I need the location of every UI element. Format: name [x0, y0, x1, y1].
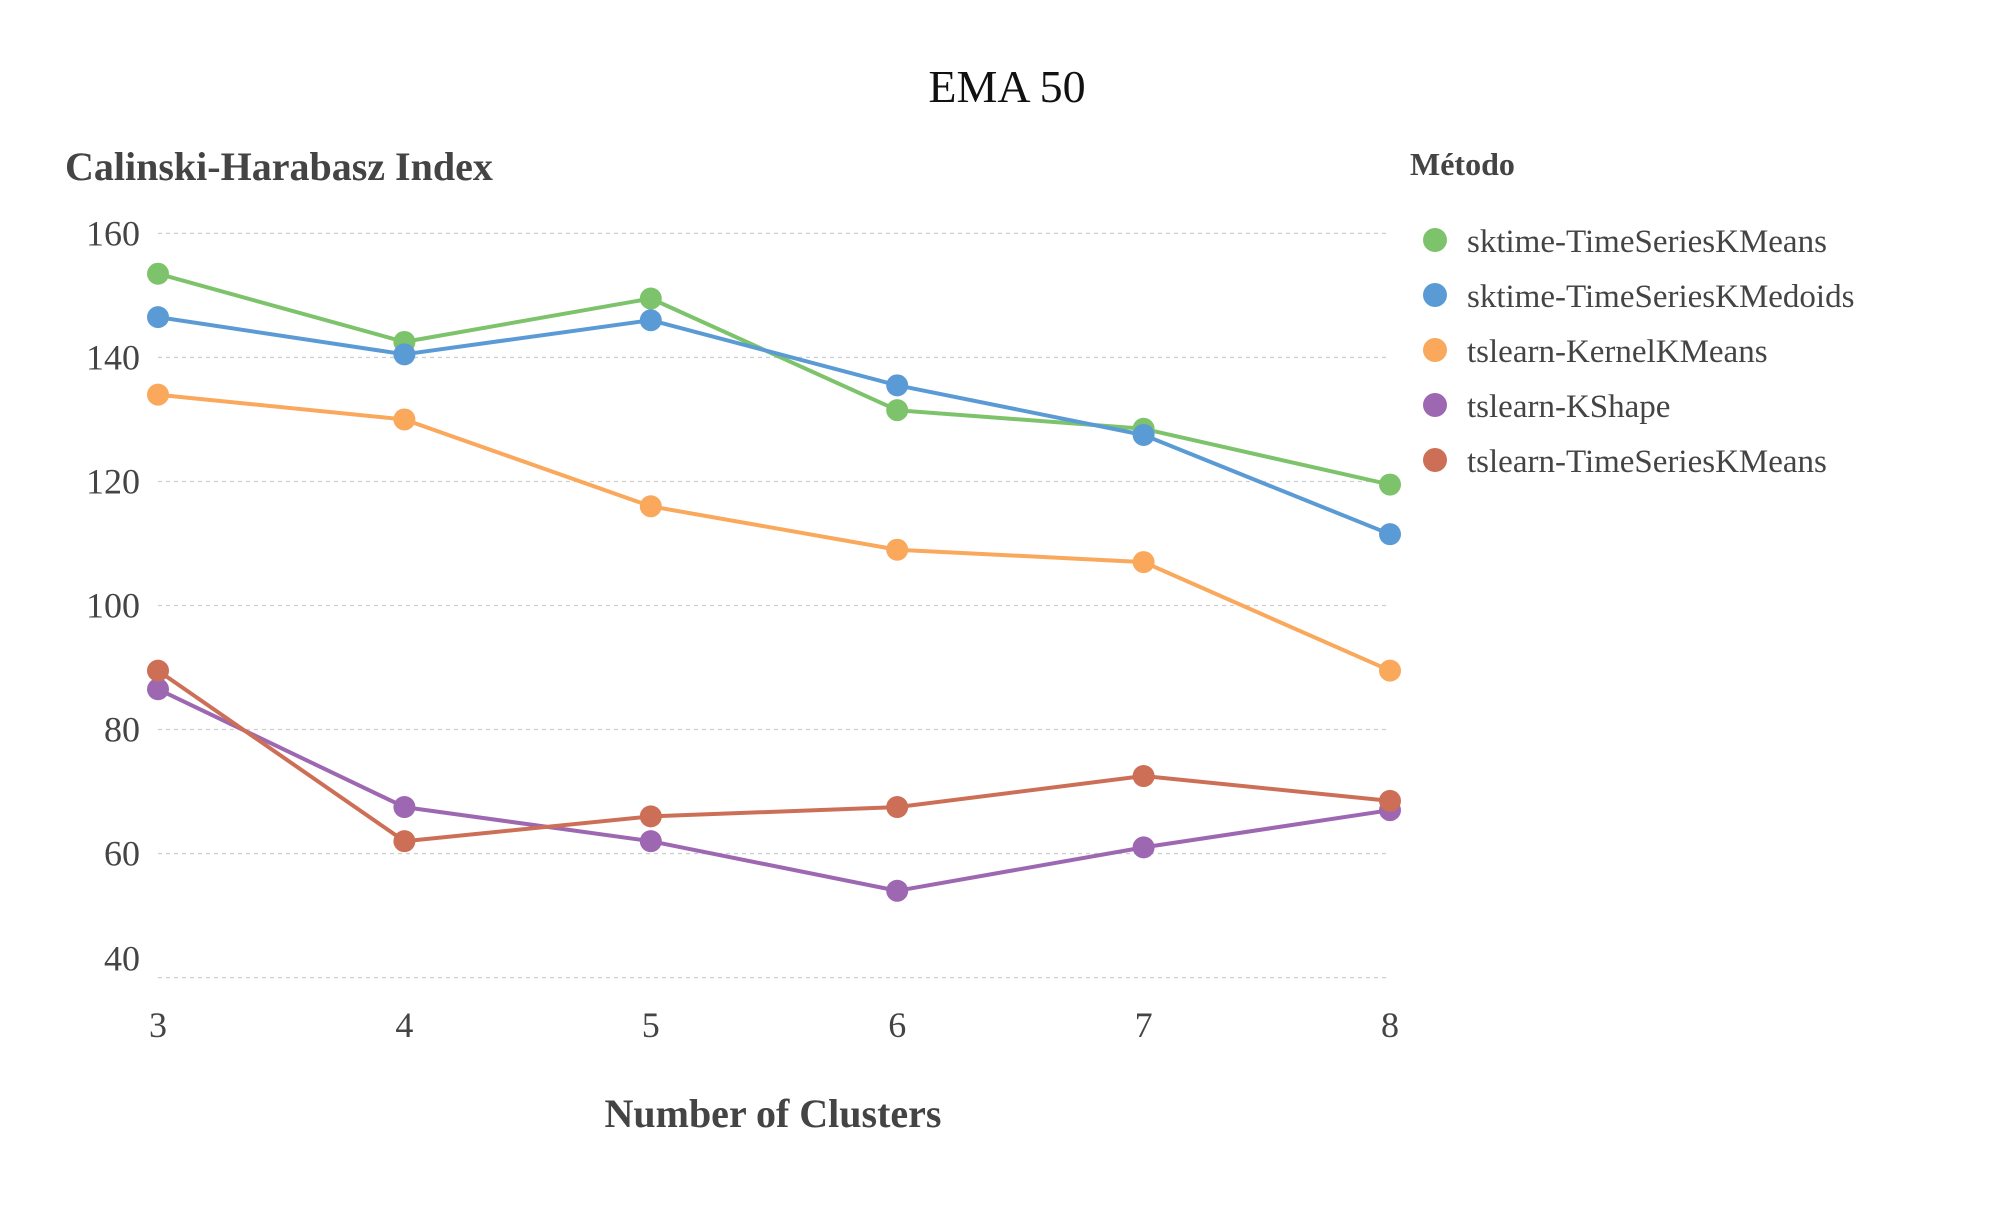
- y-tick-label: 60: [104, 834, 140, 874]
- data-point[interactable]: [1132, 836, 1155, 859]
- data-point[interactable]: [886, 879, 909, 902]
- data-point[interactable]: [639, 287, 662, 310]
- series-lines: [147, 262, 1401, 902]
- legend[interactable]: sktime-TimeSeriesKMeans sktime-TimeSeries…: [1423, 224, 1854, 480]
- data-point[interactable]: [886, 399, 909, 422]
- data-point[interactable]: [393, 343, 416, 366]
- legend-item[interactable]: tslearn-TimeSeriesKMeans: [1423, 444, 1827, 480]
- x-tick-label: 3: [149, 1005, 167, 1045]
- legend-label: tslearn-TimeSeriesKMeans: [1467, 444, 1827, 480]
- x-tick-label: 6: [888, 1005, 906, 1045]
- series-tslearn-KShape: [147, 678, 1401, 902]
- data-point[interactable]: [1379, 659, 1401, 682]
- data-point[interactable]: [147, 659, 169, 682]
- x-tick-label: 5: [642, 1005, 660, 1045]
- series-line: [156, 315, 1392, 537]
- y-tick-label: 100: [86, 586, 140, 626]
- y-tick-label: 80: [104, 710, 140, 750]
- y-tick-label: 140: [86, 337, 140, 377]
- x-axis-title: Number of Clusters: [604, 1091, 941, 1136]
- data-point[interactable]: [639, 309, 662, 332]
- series-tslearn-KernelKMeans: [147, 383, 1401, 682]
- legend-item[interactable]: tslearn-KShape: [1423, 389, 1670, 425]
- y-tick-label: 120: [86, 461, 140, 501]
- legend-item[interactable]: tslearn-KernelKMeans: [1423, 334, 1768, 370]
- x-tick-label: 7: [1135, 1005, 1153, 1045]
- data-point[interactable]: [639, 830, 662, 853]
- legend-marker: [1423, 448, 1447, 472]
- series-tslearn-TimeSeriesKMeans: [147, 659, 1401, 853]
- series-line: [156, 271, 1392, 487]
- legend-marker: [1423, 393, 1447, 417]
- legend-label: tslearn-KernelKMeans: [1467, 334, 1768, 370]
- data-point[interactable]: [393, 830, 416, 853]
- series-line: [156, 392, 1392, 673]
- data-point[interactable]: [1379, 523, 1401, 546]
- legend-label: sktime-TimeSeriesKMedoids: [1467, 279, 1854, 315]
- grid: [158, 232, 1390, 979]
- series-sktime-TimeSeriesKMeans: [147, 262, 1401, 496]
- data-point[interactable]: [886, 796, 909, 819]
- legend-item[interactable]: sktime-TimeSeriesKMeans: [1423, 224, 1827, 260]
- x-tick-label: 4: [395, 1005, 413, 1045]
- legend-title: Método: [1410, 146, 1515, 182]
- series-line: [156, 668, 1392, 844]
- data-point[interactable]: [1132, 423, 1155, 446]
- data-point[interactable]: [1379, 473, 1401, 496]
- data-point[interactable]: [639, 805, 662, 828]
- y-tick-label: 160: [86, 213, 140, 253]
- y-tick-label: 40: [104, 939, 140, 979]
- data-point[interactable]: [639, 495, 662, 518]
- data-point[interactable]: [147, 678, 169, 701]
- data-point[interactable]: [886, 374, 909, 397]
- data-point[interactable]: [886, 538, 909, 561]
- x-axis-ticks: 3 4 5 6 7 8: [149, 1005, 1399, 1045]
- data-point[interactable]: [393, 408, 416, 431]
- legend-marker: [1423, 228, 1447, 252]
- data-point[interactable]: [1379, 789, 1401, 812]
- y-axis-ticks: 40 60 80 100 120 140 160: [86, 213, 140, 978]
- y-axis-title: Calinski-Harabasz Index: [65, 144, 493, 189]
- series-line: [156, 687, 1392, 893]
- legend-marker: [1423, 338, 1447, 362]
- legend-item[interactable]: sktime-TimeSeriesKMedoids: [1423, 279, 1854, 315]
- data-point[interactable]: [1132, 765, 1155, 788]
- data-point[interactable]: [147, 383, 169, 406]
- data-point[interactable]: [147, 306, 169, 329]
- legend-label: tslearn-KShape: [1467, 389, 1670, 425]
- data-point[interactable]: [1132, 551, 1155, 574]
- legend-label: sktime-TimeSeriesKMeans: [1467, 224, 1827, 260]
- series-sktime-TimeSeriesKMedoids: [147, 306, 1401, 546]
- data-point[interactable]: [393, 796, 416, 819]
- legend-marker: [1423, 283, 1447, 307]
- data-point[interactable]: [147, 262, 169, 285]
- chart-title: EMA 50: [928, 61, 1085, 112]
- x-tick-label: 8: [1381, 1005, 1399, 1045]
